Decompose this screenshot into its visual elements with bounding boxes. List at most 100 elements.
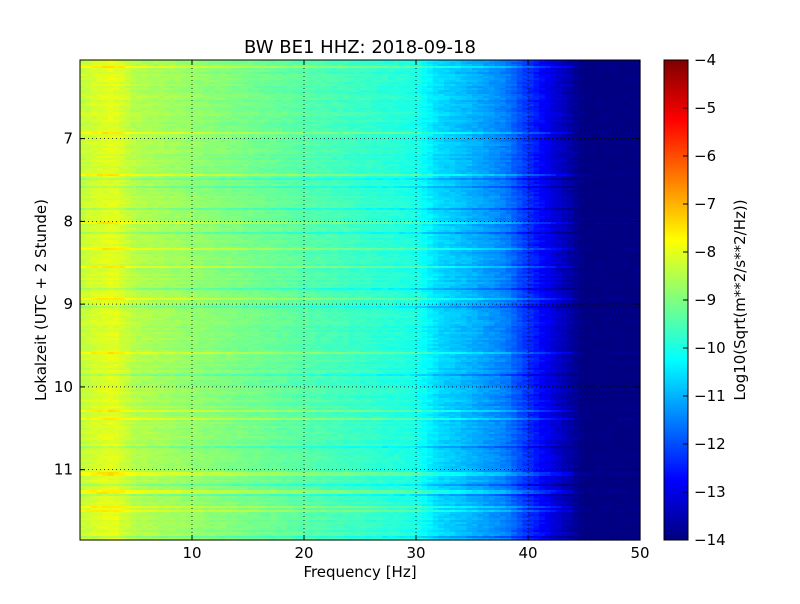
heatmap-cell [578, 68, 585, 71]
heatmap-cell [634, 62, 641, 65]
heatmap-cell [102, 72, 109, 75]
heatmap-cell [124, 60, 131, 63]
heatmap-cell [488, 70, 495, 73]
heatmap-cell [141, 70, 148, 73]
heatmap-cell [612, 66, 619, 69]
heatmap-cell [80, 64, 87, 67]
heatmap-cell [550, 60, 557, 63]
heatmap-cell [231, 64, 238, 67]
heatmap-cell [119, 74, 126, 77]
heatmap-cell [147, 68, 154, 71]
heatmap-cell [606, 62, 613, 65]
heatmap-cell [85, 66, 92, 69]
heatmap-cell [572, 66, 579, 69]
heatmap-cell [186, 72, 193, 75]
heatmap-cell [472, 68, 479, 71]
heatmap-cell [528, 62, 535, 65]
heatmap-cell [164, 68, 171, 71]
heatmap-cell [186, 70, 193, 73]
heatmap-cell [337, 60, 344, 63]
heatmap-cell [225, 62, 232, 65]
heatmap-cell [287, 72, 294, 75]
heatmap-cell [410, 64, 417, 67]
heatmap-cell [270, 62, 277, 65]
heatmap-cell [522, 66, 529, 69]
heatmap-cell [365, 62, 372, 65]
heatmap-cell [292, 66, 299, 69]
heatmap-cell [337, 70, 344, 73]
heatmap-cell [360, 66, 367, 69]
heatmap-cell [505, 66, 512, 69]
heatmap-cell [578, 64, 585, 67]
heatmap-cell [343, 62, 350, 65]
heatmap-cell [214, 66, 221, 69]
heatmap-cell [152, 60, 159, 63]
heatmap-cell [309, 66, 316, 69]
heatmap-cell [606, 72, 613, 75]
heatmap-cell [477, 72, 484, 75]
heatmap-cell [516, 60, 523, 63]
heatmap-cell [231, 66, 238, 69]
heatmap-cell [298, 72, 305, 75]
heatmap-cell [169, 64, 176, 67]
heatmap-cell [612, 64, 619, 67]
heatmap-cell [225, 64, 232, 67]
heatmap-cell [96, 62, 103, 65]
heatmap-cell [96, 68, 103, 71]
heatmap-cell [130, 60, 137, 63]
heatmap-cell [382, 66, 389, 69]
heatmap-cell [427, 70, 434, 73]
heatmap-cell [483, 62, 490, 65]
heatmap-cell [600, 68, 607, 71]
heatmap-cell [477, 64, 484, 67]
heatmap-cell [472, 64, 479, 67]
heatmap-cell [505, 68, 512, 71]
heatmap-cell [388, 62, 395, 65]
heatmap-cell [522, 62, 529, 65]
heatmap-cell [136, 74, 143, 77]
heatmap-cell [304, 72, 311, 75]
heatmap-cell [203, 68, 210, 71]
heatmap-cell [628, 64, 635, 67]
heatmap-cell [147, 60, 154, 63]
heatmap-cell [276, 68, 283, 71]
heatmap-cell [516, 62, 523, 65]
heatmap-cell [80, 60, 87, 63]
heatmap-cell [130, 74, 137, 77]
heatmap-cell [298, 64, 305, 67]
heatmap-cell [236, 62, 243, 65]
heatmap-cell [337, 64, 344, 67]
heatmap-cell [617, 64, 624, 67]
heatmap-cell [332, 66, 339, 69]
heatmap-cell [136, 62, 143, 65]
heatmap-cell [320, 72, 327, 75]
heatmap-cell [147, 64, 154, 67]
heatmap-cell [410, 60, 417, 63]
heatmap-cell [220, 60, 227, 63]
heatmap-cell [96, 72, 103, 75]
heatmap-cell [444, 70, 451, 73]
heatmap-cell [483, 60, 490, 63]
heatmap-cell [528, 70, 535, 73]
heatmap-cell [399, 72, 406, 75]
heatmap-cell [634, 68, 641, 71]
heatmap-cell [124, 68, 131, 71]
heatmap-cell [561, 70, 568, 73]
heatmap-cell [337, 68, 344, 71]
heatmap-cell [287, 62, 294, 65]
heatmap-cell [332, 64, 339, 67]
heatmap-cell [259, 72, 266, 75]
heatmap-cell [444, 62, 451, 65]
heatmap-cell [500, 68, 507, 71]
heatmap-cell [522, 60, 529, 63]
heatmap-cell [494, 70, 501, 73]
heatmap-cell [589, 68, 596, 71]
heatmap-cell [96, 64, 103, 67]
heatmap-cell [304, 70, 311, 73]
heatmap-cell [572, 72, 579, 75]
heatmap-cell [102, 66, 109, 69]
heatmap-cell [432, 70, 439, 73]
heatmap-cell [180, 72, 187, 75]
heatmap-cell [438, 70, 445, 73]
heatmap-cell [455, 68, 462, 71]
